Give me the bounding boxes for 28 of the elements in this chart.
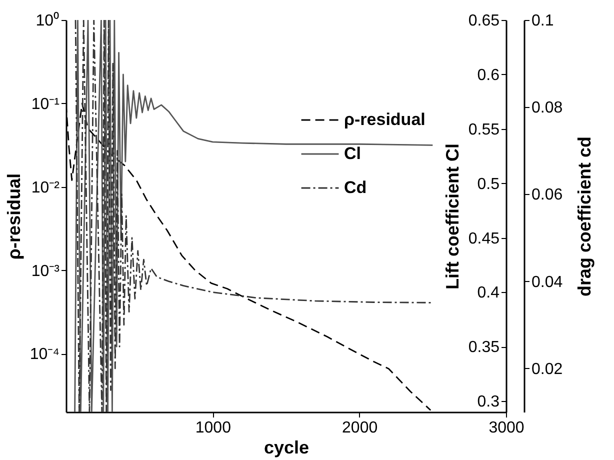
y3-tick-label: 0.06	[532, 186, 563, 204]
y-tick-label: 10⁻²	[31, 179, 60, 196]
y3-axis-title: drag coefficient cd	[574, 136, 594, 297]
y2-tick-label: 0.35	[468, 339, 500, 356]
y2-tick-label: 0.45	[468, 230, 500, 248]
x-axis-title: cycle	[264, 438, 310, 458]
legend-label: Cd	[344, 178, 367, 197]
legend-label: Cl	[344, 144, 361, 163]
y2-tick-label: 0.6	[477, 66, 500, 84]
x-tick-label: 1000	[195, 420, 232, 436]
legend-label: ρ-residual	[344, 110, 426, 129]
y2-axis-title: Lift coefficient Cl	[442, 143, 462, 290]
y-tick-label: 10⁻³	[31, 262, 60, 280]
y2-tick-label: 0.65	[468, 12, 500, 30]
y2-tick-label: 0.5	[477, 176, 500, 193]
y-tick-label: 10⁻¹	[31, 96, 60, 113]
y-tick-label: 10⁰	[36, 12, 60, 30]
y3-tick-label: 0.1	[532, 12, 554, 30]
y-axis-title: ρ-residual	[4, 173, 24, 260]
y-tick-label: 10⁻⁴	[30, 346, 60, 364]
y2-tick-label: 0.4	[477, 284, 500, 302]
y3-tick-label: 0.04	[532, 274, 563, 291]
y2-tick-label: 0.55	[468, 121, 500, 138]
y3-tick-label: 0.08	[532, 100, 563, 117]
y3-tick-label: 0.02	[532, 360, 563, 378]
x-tick-label: 2000	[342, 420, 378, 436]
y2-tick-label: 0.3	[477, 394, 500, 411]
x-tick-label: 3000	[488, 420, 524, 436]
